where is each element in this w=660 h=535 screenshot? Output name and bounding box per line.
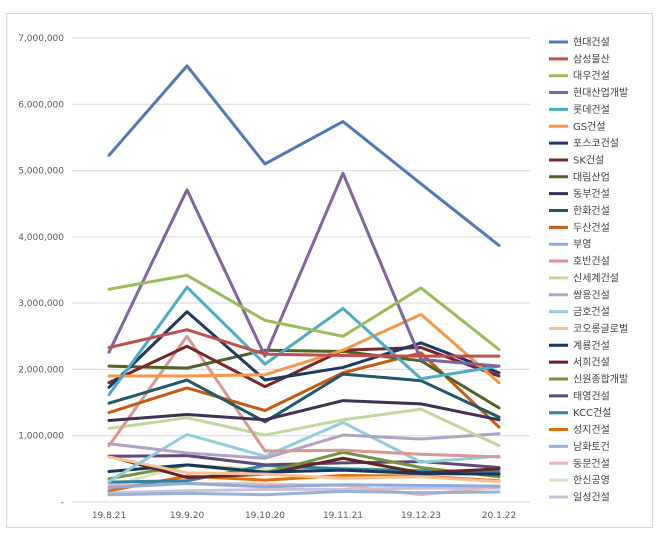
- legend-label: 동부건설: [573, 188, 610, 200]
- legend-label: 서희건설: [573, 357, 610, 369]
- legend-label: 포스코건설: [573, 138, 619, 150]
- x-tick-label: 19.12.23: [401, 511, 441, 521]
- series-line-2: [107, 328, 501, 358]
- series-line-19: [107, 463, 501, 476]
- series-line-6: [107, 312, 501, 385]
- series-line-16: [107, 432, 501, 460]
- series-line-5: [107, 285, 501, 397]
- y-tick-label: 5,000,000: [18, 167, 64, 177]
- x-tick-label: 19.8.21: [92, 511, 126, 521]
- legend-label: 금호건설: [573, 306, 610, 318]
- y-tick-label: 4,000,000: [18, 233, 64, 243]
- x-tick-label: 20.1.22: [482, 511, 516, 521]
- legend-label: 한신공영: [573, 475, 610, 487]
- series-line-13: [107, 481, 501, 489]
- series-line-17: [107, 420, 501, 483]
- legend-label: 코오롱글로벌: [573, 323, 628, 335]
- legend-label: 호반건설: [573, 256, 610, 268]
- legend-label: 남화토건: [573, 441, 610, 453]
- series-line-9: [107, 348, 501, 410]
- x-tick-label: 19.11.21: [323, 511, 363, 521]
- legend-label: 현대건설: [573, 37, 610, 49]
- legend-label: 두산건설: [573, 222, 610, 234]
- legend-label: 계룡건설: [573, 340, 610, 352]
- series-line-3: [107, 273, 501, 352]
- legend-label: 삼성물산: [573, 53, 610, 65]
- y-tick-label: 1,000,000: [18, 432, 64, 442]
- series-line-8: [107, 344, 501, 389]
- x-axis-ticks: 19.8.21 19.9.20 19.10.20 19.11.21 19.12.23 20…: [92, 511, 516, 521]
- legend-label: 대림산업: [573, 170, 610, 183]
- legend-label: 부영: [573, 239, 591, 251]
- x-tick-label: 19.10.20: [245, 511, 285, 521]
- legend-label: 현대산업개발: [573, 86, 628, 99]
- y-tick-label: 2,000,000: [18, 365, 64, 375]
- series-lines: [107, 64, 501, 497]
- series-line-4: [107, 171, 501, 368]
- legend-label: 한화건설: [573, 205, 610, 217]
- legend-label: 대우건설: [573, 70, 610, 82]
- y-tick-label: -: [61, 498, 64, 508]
- series-line-15: [107, 407, 501, 448]
- series-line-28: [107, 486, 501, 495]
- series-line-10: [107, 399, 501, 422]
- y-tick-label: 3,000,000: [18, 299, 64, 309]
- series-line-18: [107, 455, 501, 483]
- series-line-25: [107, 489, 501, 497]
- chart-frame: [6, 13, 653, 528]
- series-line-1: [107, 64, 501, 247]
- series-line-11: [107, 372, 501, 424]
- legend-label: 태영건설: [573, 390, 610, 402]
- legend-label: 신세계건설: [573, 272, 619, 284]
- y-tick-label: 6,000,000: [18, 100, 64, 110]
- legend-label: 성지건설: [573, 424, 610, 436]
- legend-label: 롯데건설: [573, 104, 610, 116]
- legend-label: SK건설: [573, 154, 604, 166]
- legend-label: 쌍용건설: [573, 289, 610, 301]
- legend-label: GS건설: [573, 121, 606, 133]
- series-line-14: [107, 334, 501, 459]
- legend-label: 일성건설: [573, 491, 610, 503]
- y-tick-label: 7,000,000: [18, 34, 64, 44]
- series-line-12: [107, 351, 501, 429]
- legend-label: 신원종합개발: [573, 374, 628, 386]
- legend-label: KCC건설: [573, 407, 611, 419]
- x-tick-label: 19.9.20: [170, 511, 205, 521]
- legend-label: 동문건설: [573, 458, 610, 470]
- series-line-7: [107, 310, 501, 389]
- y-axis-ticks: - 1,000,000 2,000,000 3,000,000 4,000,000 5,0…: [18, 34, 64, 508]
